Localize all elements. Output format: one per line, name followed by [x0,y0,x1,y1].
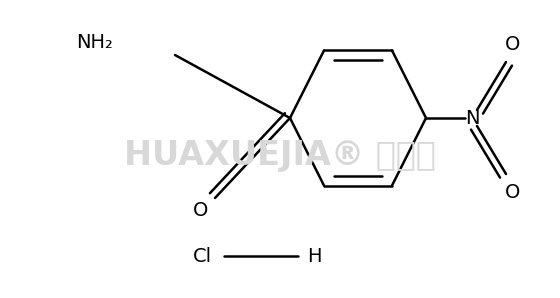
Text: Cl: Cl [193,246,212,266]
Text: H: H [307,246,321,266]
Text: N: N [465,108,479,128]
Text: NH₂: NH₂ [77,32,114,52]
Text: O: O [193,201,209,220]
Text: O: O [505,182,521,201]
Text: O: O [505,35,521,54]
Text: HUAXUEJIA® 化学加: HUAXUEJIA® 化学加 [124,139,436,172]
